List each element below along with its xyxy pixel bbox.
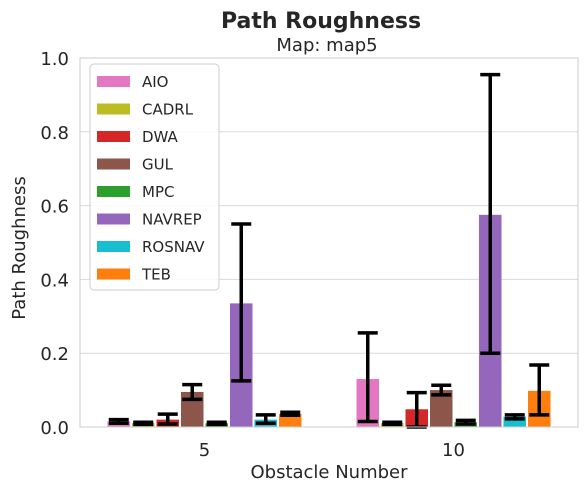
legend-box [89,63,220,291]
legend-swatch-gul [97,158,130,170]
plot-frame [79,57,579,428]
legend-label: TEB [141,266,171,284]
chart-title: Path Roughness [221,9,421,34]
x-tick-label: 5 [199,440,210,461]
y-tick-label: 0.0 [40,418,69,439]
legend-swatch-navrep [97,213,130,225]
legend-label: DWA [142,128,179,146]
y-tick-label: 0.4 [40,270,69,291]
legend-swatch-dwa [97,131,130,142]
bar-teb-5 [279,414,302,427]
legend-label: AIO [142,73,169,91]
y-tick-label: 0.2 [40,344,69,365]
legend-swatch-teb [97,268,130,280]
legend-swatch-cadrl [97,103,130,115]
x-tick-labels: 5 10 [199,440,465,461]
legend-label: ROSNAV [142,238,205,256]
bar-rosnav-10 [503,416,526,427]
error-bars-group [108,72,550,429]
legend-swatch-rosnav [97,241,130,252]
chart-subtitle: Map: map5 [276,35,377,56]
y-axis-label: Path Roughness [9,176,30,319]
legend-swatch-mpc [97,186,130,197]
legend-label: GUL [142,156,174,174]
y-tick-label: 1.0 [40,49,69,70]
bar-gul-10 [430,390,453,427]
x-tick-label: 10 [442,440,465,461]
y-tick-label: 0.8 [40,123,69,144]
legend-label: CADRL [142,101,194,119]
legend-swatch-aio [97,76,130,87]
y-tick-labels: 0.0 0.2 0.4 0.6 0.8 1.0 [40,49,69,439]
legend-label: NAVREP [142,211,202,229]
legend-label: MPC [142,183,174,201]
x-axis-label: Obstacle Number [250,462,408,483]
legend: AIO CADRL DWA GUL MPC NAVREP ROSNAV TEB [89,63,220,291]
y-tick-label: 0.6 [40,197,69,218]
